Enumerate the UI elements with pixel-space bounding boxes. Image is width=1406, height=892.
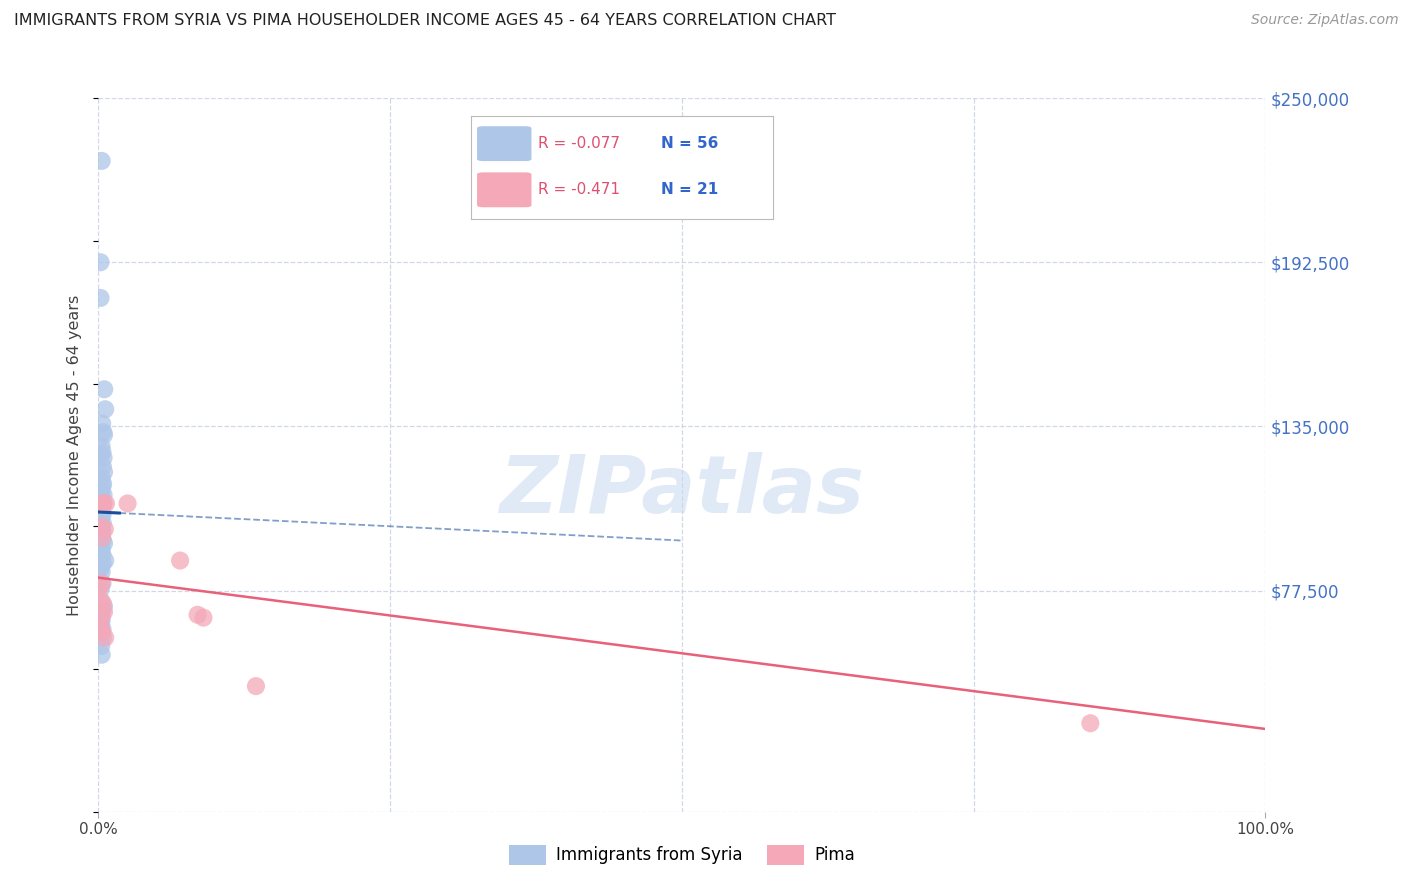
Point <box>90 505 112 519</box>
Point <box>91 445 114 459</box>
FancyBboxPatch shape <box>477 127 531 161</box>
Text: IMMIGRANTS FROM SYRIA VS PIMA HOUSEHOLDER INCOME AGES 45 - 64 YEARS CORRELATION : IMMIGRANTS FROM SYRIA VS PIMA HOUSEHOLDE… <box>14 13 837 29</box>
Point <box>89 529 111 543</box>
Point <box>89 562 111 576</box>
Point <box>1080 716 1102 731</box>
Point <box>91 459 114 474</box>
Point <box>94 553 117 567</box>
Point <box>94 402 117 417</box>
Point <box>91 417 114 431</box>
Point <box>93 599 115 614</box>
Text: ZIPatlas: ZIPatlas <box>499 451 865 530</box>
Point <box>93 488 115 502</box>
Point <box>169 553 191 567</box>
Point <box>90 519 112 533</box>
Point <box>91 622 114 636</box>
Point <box>93 465 115 479</box>
Point <box>90 576 112 591</box>
Point <box>91 531 114 545</box>
Point <box>90 614 112 628</box>
Text: R = -0.471: R = -0.471 <box>537 182 620 197</box>
Point <box>90 471 112 485</box>
Point <box>94 631 117 645</box>
Point <box>90 639 112 653</box>
Point <box>90 648 112 662</box>
Point <box>93 605 115 619</box>
Point <box>91 596 114 610</box>
Point <box>91 498 114 512</box>
Point <box>90 496 112 510</box>
Point <box>94 522 117 536</box>
Point <box>90 619 112 633</box>
Text: R = -0.077: R = -0.077 <box>537 136 620 151</box>
Point <box>91 516 114 531</box>
Point <box>91 496 114 510</box>
Point <box>91 479 114 493</box>
Y-axis label: Householder Income Ages 45 - 64 years: Householder Income Ages 45 - 64 years <box>67 294 83 615</box>
Point <box>90 616 112 631</box>
Point <box>90 609 112 624</box>
Point <box>91 508 114 522</box>
Point <box>187 607 209 622</box>
FancyBboxPatch shape <box>477 172 531 207</box>
Point <box>89 510 111 524</box>
Point <box>90 153 112 168</box>
Point <box>91 524 114 539</box>
Point <box>93 536 115 550</box>
Point <box>90 542 112 557</box>
Point <box>94 496 117 510</box>
Point <box>90 448 112 462</box>
Point <box>90 522 112 536</box>
Point <box>91 548 114 562</box>
Point <box>90 559 112 574</box>
Point <box>93 450 115 465</box>
Point <box>90 528 112 542</box>
Point <box>93 382 115 396</box>
Point <box>89 291 111 305</box>
Point <box>91 476 114 491</box>
Point <box>91 533 114 548</box>
Point <box>90 439 112 453</box>
Point <box>245 679 267 693</box>
Legend: Immigrants from Syria, Pima: Immigrants from Syria, Pima <box>502 838 862 871</box>
Point <box>93 496 115 510</box>
Point <box>91 624 114 639</box>
Point <box>89 579 111 593</box>
Point <box>193 610 215 624</box>
Point <box>90 514 112 528</box>
Text: N = 21: N = 21 <box>661 182 718 197</box>
Point <box>93 428 115 442</box>
Text: N = 56: N = 56 <box>661 136 718 151</box>
Point <box>91 631 114 645</box>
Point <box>91 425 114 439</box>
Point <box>90 593 112 607</box>
Point <box>91 576 114 591</box>
Point <box>117 496 139 510</box>
Point <box>90 493 112 508</box>
Point <box>90 565 112 579</box>
Point <box>90 502 112 516</box>
Point <box>91 557 114 571</box>
Text: Source: ZipAtlas.com: Source: ZipAtlas.com <box>1251 13 1399 28</box>
Point <box>90 545 112 559</box>
Point <box>90 610 112 624</box>
Point <box>89 255 111 269</box>
Point <box>90 519 112 533</box>
Point <box>90 491 112 505</box>
Point <box>90 485 112 500</box>
Point <box>91 602 114 616</box>
Point <box>89 619 111 633</box>
Point <box>90 582 112 596</box>
